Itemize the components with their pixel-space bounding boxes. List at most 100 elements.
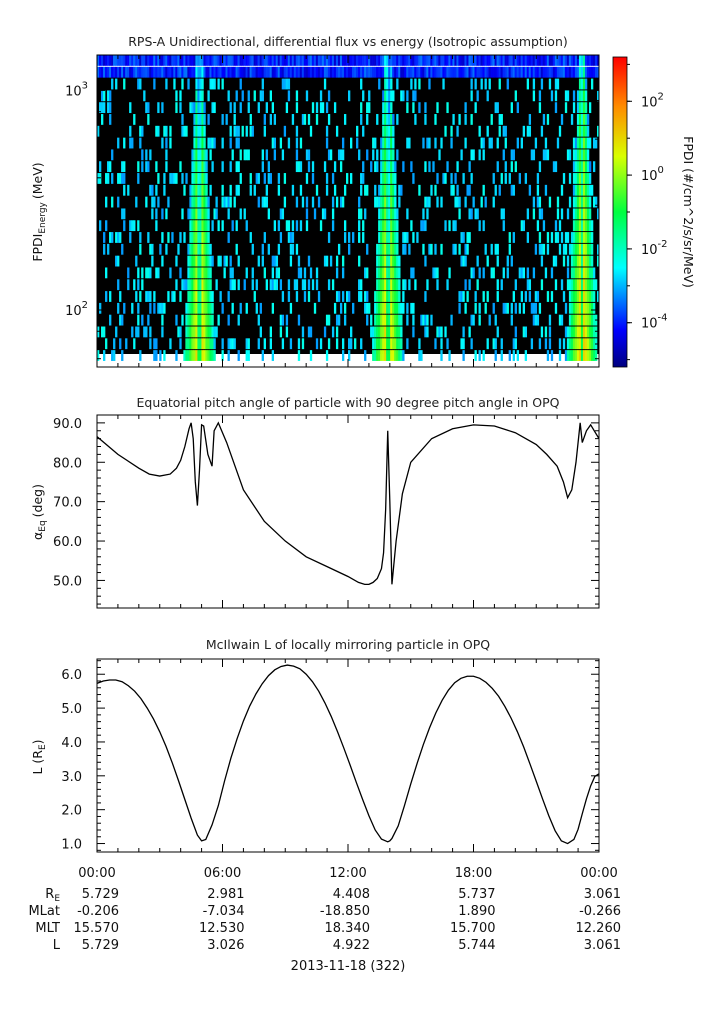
spec-cell — [197, 78, 200, 90]
spec-cell — [494, 350, 497, 361]
spec-cell — [458, 208, 461, 220]
spec-cell — [111, 232, 114, 243]
spec-cell — [269, 279, 272, 291]
spec-cell — [394, 255, 397, 267]
spec-cell — [257, 196, 260, 208]
spec-cell — [287, 66, 291, 78]
spec-cell — [446, 102, 449, 114]
spec-cell — [131, 326, 134, 338]
spec-cell — [197, 173, 200, 184]
spec-cell — [444, 173, 447, 184]
spec-cell — [572, 161, 576, 173]
spec-cell — [287, 90, 291, 102]
spec-cell — [343, 184, 347, 196]
spec-cell — [412, 90, 415, 102]
spec-cell — [572, 149, 576, 161]
spec-cell — [466, 184, 469, 196]
spec-cell — [141, 279, 144, 291]
spec-cell — [538, 102, 542, 114]
spec-cell — [388, 302, 391, 314]
spec-cell — [570, 255, 574, 267]
spec-cell — [253, 66, 256, 78]
spec-cell — [392, 279, 395, 291]
spec-cell — [584, 220, 588, 232]
spec-cell — [394, 66, 397, 78]
spec-cell — [588, 302, 592, 314]
spec-cell — [247, 102, 250, 114]
spec-cell — [283, 196, 287, 208]
spec-cell — [203, 232, 206, 243]
spec-cell — [205, 279, 208, 291]
spec-cell — [396, 255, 399, 267]
spec-cell — [504, 173, 507, 184]
spec-cell — [524, 350, 528, 361]
spec-cell — [390, 302, 393, 314]
spec-cell — [239, 149, 242, 161]
spec-cell — [217, 220, 220, 232]
spec-cell — [558, 220, 562, 232]
spec-cell — [576, 137, 580, 149]
spec-cell — [386, 78, 389, 90]
spec-cell — [580, 90, 584, 102]
spec-cell — [446, 161, 449, 173]
spec-cell — [396, 220, 399, 232]
spec-cell — [406, 314, 409, 326]
spec-cell — [197, 220, 200, 232]
spec-cell — [390, 243, 393, 255]
spec-cell — [350, 55, 353, 66]
spec-cell — [295, 243, 299, 255]
spec-cell — [584, 243, 588, 255]
spec-cell — [99, 173, 102, 184]
spec-cell — [592, 279, 596, 291]
spec-cell — [392, 196, 395, 208]
spec-cell — [582, 102, 586, 114]
spec-cell — [594, 350, 598, 361]
spec-cell — [133, 55, 136, 66]
spec-cell — [578, 114, 582, 125]
spec-cell — [560, 184, 564, 196]
ephemeris-value: 15.570 — [74, 921, 120, 936]
spec-cell — [406, 90, 409, 102]
spec-cell — [494, 314, 497, 326]
spec-cell — [243, 55, 246, 66]
spec-cell — [414, 55, 417, 66]
spec-cell — [586, 208, 590, 220]
spec-cell — [584, 208, 588, 220]
spec-cell — [514, 66, 517, 78]
spec-cell — [590, 350, 594, 361]
spec-cell — [510, 149, 513, 161]
spec-cell — [380, 196, 383, 208]
spec-cell — [229, 184, 232, 196]
spec-cell — [574, 302, 578, 314]
spec-cell — [187, 338, 190, 350]
spec-cell — [201, 267, 204, 279]
spec-cell — [392, 66, 395, 78]
spec-cell — [103, 55, 106, 66]
spec-cell — [257, 55, 260, 66]
spec-cell — [177, 326, 180, 338]
spec-cell — [207, 55, 210, 66]
spec-cell — [390, 137, 393, 149]
spec-cell — [193, 255, 196, 267]
spec-cell — [572, 137, 576, 149]
spec-cell — [101, 114, 104, 125]
spec-cell — [572, 291, 576, 302]
spec-cell — [229, 137, 232, 149]
spec-cell — [412, 173, 415, 184]
spec-cell — [528, 114, 532, 125]
spec-cell — [574, 291, 578, 302]
spec-cell — [548, 196, 552, 208]
spec-cell — [145, 55, 148, 66]
spec-cell — [193, 196, 196, 208]
spec-cell — [109, 232, 112, 243]
spec-cell — [484, 78, 487, 90]
spec-cell — [436, 279, 439, 291]
spec-cell — [576, 149, 580, 161]
spec-cell — [135, 66, 138, 78]
spec-cell — [199, 102, 202, 114]
spec-cell — [263, 232, 266, 243]
spec-cell — [596, 291, 600, 302]
spec-cell — [502, 267, 505, 279]
spec-cell — [462, 350, 465, 361]
spec-cell — [281, 149, 285, 161]
